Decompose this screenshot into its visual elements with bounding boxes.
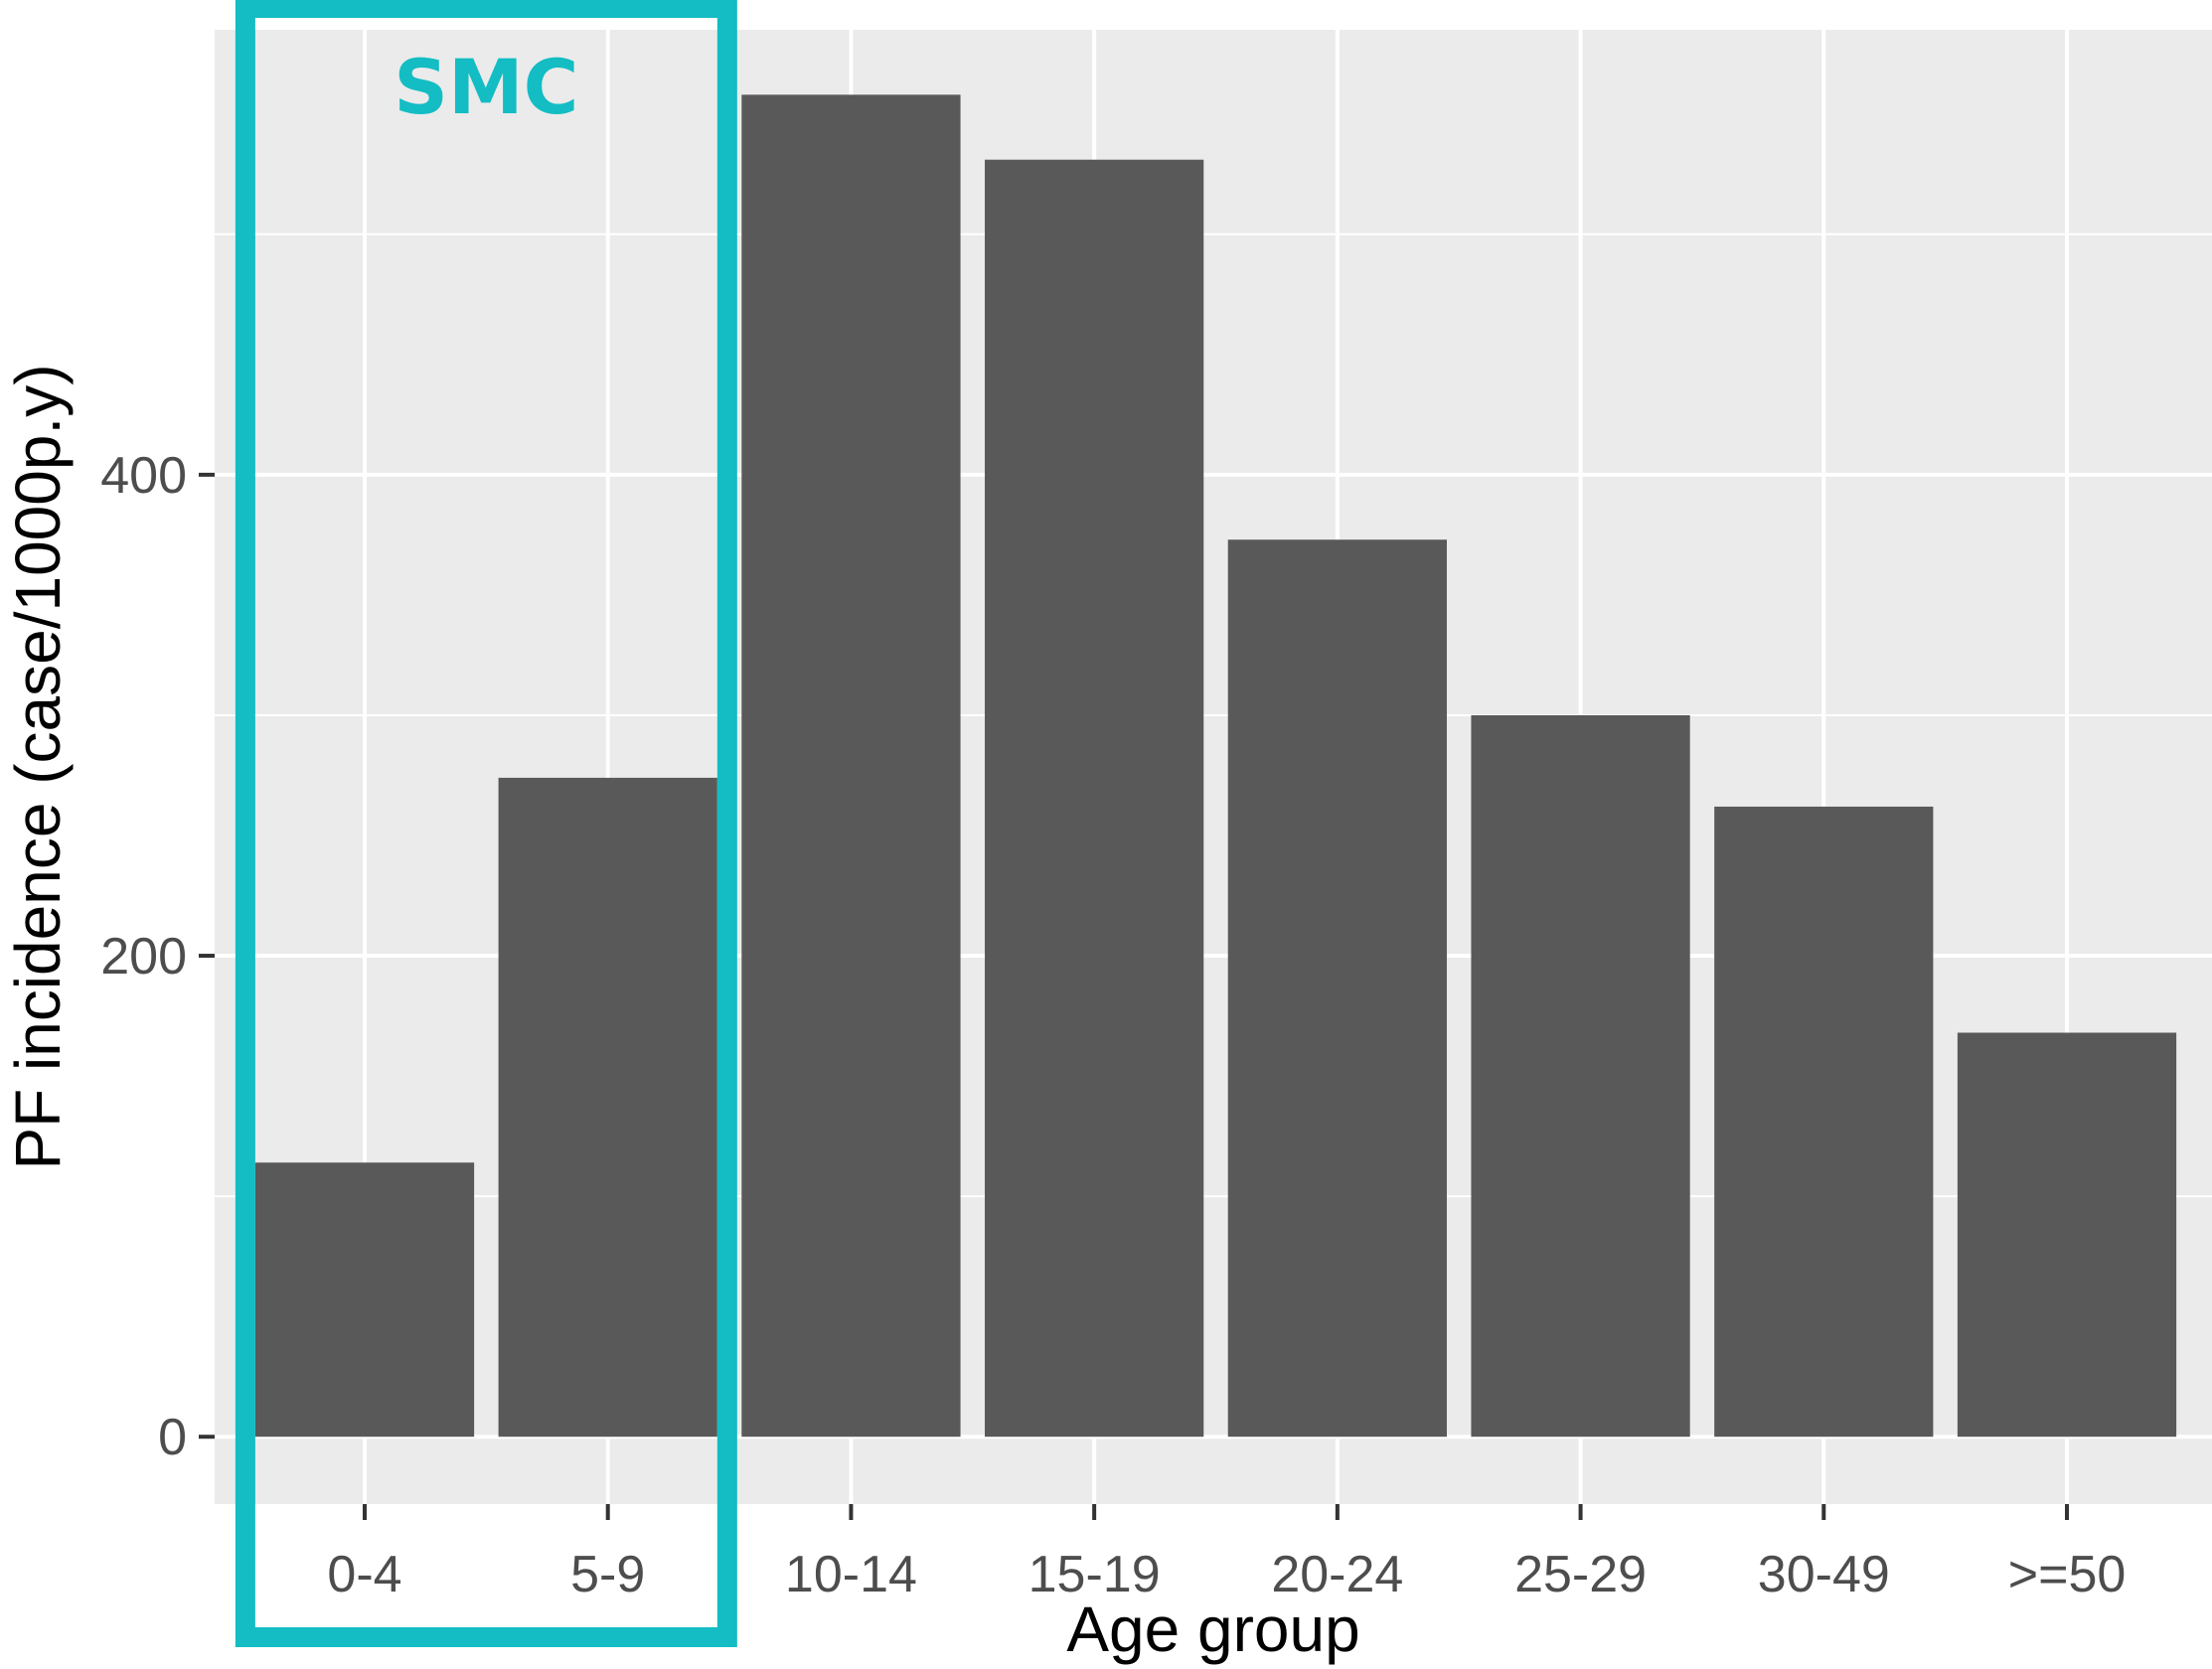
bar-30-49 xyxy=(1714,806,1934,1438)
x-tick-label: 25-29 xyxy=(1514,1546,1647,1603)
x-tick-label: 0-4 xyxy=(327,1546,401,1603)
x-tick-label: 30-49 xyxy=(1758,1546,1890,1603)
bar-5-9 xyxy=(498,777,717,1438)
x-tick-label: 20-24 xyxy=(1271,1546,1403,1603)
x-tick-label: 15-19 xyxy=(1028,1546,1161,1603)
bar-0-4 xyxy=(254,1162,475,1438)
bar-25-29 xyxy=(1471,714,1690,1438)
smc-label: SMC xyxy=(394,43,578,131)
y-tick-label: 200 xyxy=(100,928,187,986)
bars xyxy=(254,94,2177,1438)
smc-annotation: SMC xyxy=(235,0,737,1647)
y-tick-label: 400 xyxy=(100,447,187,505)
x-axis: 0-4 5-9 10-14 15-19 20-24 25-29 30-49 >=50 xyxy=(327,1504,2126,1603)
x-tick-label: >=50 xyxy=(2008,1546,2127,1603)
bar-10-14 xyxy=(741,94,961,1438)
smc-highlight-box xyxy=(235,0,737,1647)
x-tick-label: 10-14 xyxy=(785,1546,917,1603)
y-axis-title: PF incidence (case/1000p.y) xyxy=(2,364,74,1169)
bar-20-24 xyxy=(1227,539,1447,1438)
y-axis: 0 200 400 xyxy=(100,447,215,1466)
y-tick-label: 0 xyxy=(158,1409,187,1466)
bar-15-19 xyxy=(985,159,1204,1438)
x-axis-title: Age group xyxy=(1066,1593,1359,1665)
x-tick-label: 5-9 xyxy=(570,1546,645,1603)
bar->=50 xyxy=(1957,1032,2177,1438)
